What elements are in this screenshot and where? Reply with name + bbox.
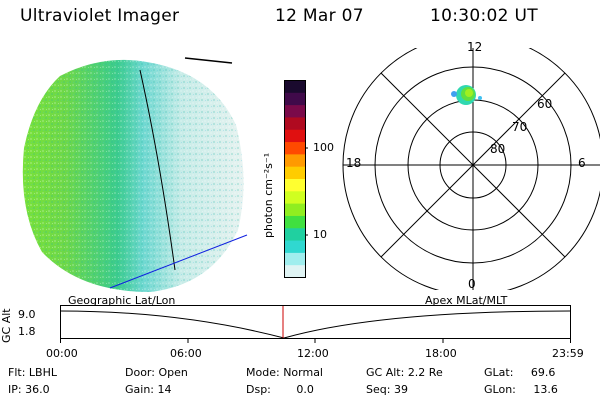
polar-label-6: 6 xyxy=(578,156,586,170)
polar-label-18: 18 xyxy=(346,156,362,170)
colorbar-tick-10: 10 xyxy=(313,228,327,241)
status-filter: Flt: LBHL xyxy=(8,366,57,379)
timeline-y-label: GC Alt xyxy=(0,308,13,343)
status-dsp: Dsp: 0.0 xyxy=(246,383,314,396)
time-label: 10:30:02 UT xyxy=(430,6,538,26)
colorbar-segment xyxy=(284,166,306,180)
colorbar-segment xyxy=(284,92,306,106)
colorbar-segment xyxy=(284,252,306,266)
polar-plot xyxy=(342,48,600,290)
colorbar-segment xyxy=(284,129,306,143)
earth-image xyxy=(22,57,248,293)
colorbar-segment xyxy=(284,203,306,217)
polar-lat-60: 60 xyxy=(537,97,553,111)
colorbar-segment xyxy=(284,117,306,131)
colorbar xyxy=(284,80,308,278)
status-door: Door: Open xyxy=(125,366,188,379)
timeline-x-tick-3: 18:00 xyxy=(425,347,457,360)
status-ip: IP: 36.0 xyxy=(8,383,50,396)
colorbar-tick-100: 100 xyxy=(313,141,334,154)
timeline-y-tick-max: 9.0 xyxy=(18,308,36,321)
colorbar-segment xyxy=(284,142,306,155)
polar-lat-70: 70 xyxy=(512,120,528,134)
status-mode: Mode: Normal xyxy=(246,366,323,379)
colorbar-segment xyxy=(284,191,306,205)
colorbar-segment xyxy=(284,80,306,94)
status-gc-alt: GC Alt: 2.2 Re xyxy=(366,366,443,379)
status-gain: Gain: 14 xyxy=(125,383,172,396)
timeline-x-tick-0: 00:00 xyxy=(46,347,78,360)
timeline-y-tick-min: 1.8 xyxy=(18,325,36,338)
colorbar-segment xyxy=(284,215,306,229)
polar-label-0: 0 xyxy=(468,277,476,291)
polar-label-12: 12 xyxy=(467,40,483,54)
colorbar-segment xyxy=(284,265,306,278)
timeline-x-tick-2: 12:00 xyxy=(297,347,329,360)
date-label: 12 Mar 07 xyxy=(275,6,364,26)
status-seq: Seq: 39 xyxy=(366,383,408,396)
colorbar-segment xyxy=(284,228,306,242)
colorbar-unit-label: photon cm⁻²s⁻¹ xyxy=(262,152,275,238)
instrument-title: Ultraviolet Imager xyxy=(20,6,180,26)
colorbar-segment xyxy=(284,179,306,192)
colorbar-segment xyxy=(284,154,306,168)
status-glon: GLon: 13.6 xyxy=(484,383,558,396)
colorbar-segment xyxy=(284,105,306,118)
timeline-right-title: Apex MLat/MLT xyxy=(425,294,508,307)
status-glat: GLat: 69.6 xyxy=(484,366,556,379)
timeline-plot xyxy=(60,305,571,343)
timeline-left-title: Geographic Lat/Lon xyxy=(68,294,176,307)
polar-lat-80: 80 xyxy=(490,142,506,156)
timeline-x-tick-4: 23:59 xyxy=(552,347,584,360)
timeline-x-tick-1: 06:00 xyxy=(170,347,202,360)
colorbar-segment xyxy=(284,240,306,254)
